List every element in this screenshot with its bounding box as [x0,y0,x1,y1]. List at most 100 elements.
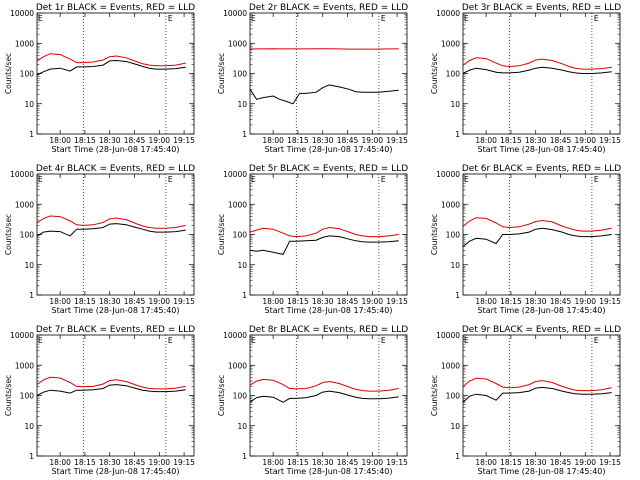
panel-title: Det 1r BLACK = Events, RED = LLD [36,3,195,13]
y-axis-label: Counts/sec [4,214,13,255]
chart-panel-6: Det 6r BLACK = Events, RED = LLD 1 10 100 10… [430,164,621,315]
lld-series-line [36,53,186,67]
y-axis-label: Counts/sec [4,53,13,94]
y-tick-label: 100 [20,392,35,401]
x-tick-label: 19:00 [148,297,170,306]
x-tick-label: 18:45 [337,458,359,467]
x-tick-label: 19:00 [574,297,596,306]
y-tick-label: 10 [237,100,247,109]
e-marker-label: E [38,336,43,345]
x-tick-label: 18:30 [312,297,334,306]
x-axis-label: Start Time (28-Jun-08 17:45:40) [478,306,606,315]
y-tick-label: 1 [29,452,34,461]
y-tick-label: 1000 [228,200,247,209]
x-tick-label: 18:15 [500,297,522,306]
x-tick-label: 18:00 [49,458,71,467]
x-tick-label: 18:45 [124,458,146,467]
x-axis-label: Start Time (28-Jun-08 17:45:40) [478,145,606,154]
x-tick-label: 18:15 [500,458,522,467]
y-tick-label: 1000 [15,200,34,209]
y-tick-label: 1000 [228,39,247,48]
x-tick-label: 19:15 [173,458,195,467]
lld-series-line [249,226,399,238]
e-marker-label: E [464,175,469,184]
y-axis-label: Counts/sec [430,214,439,255]
x-tick-label: 18:15 [287,297,309,306]
y-tick-label: 1000 [15,361,34,370]
e-marker-label: E [381,336,386,345]
y-tick-label: 10000 [436,9,460,18]
lld-series-line [36,376,186,390]
y-tick-label: 10000 [436,170,460,179]
y-tick-label: 100 [233,70,248,79]
y-tick-label: 1 [242,291,247,300]
x-tick-label: 18:00 [475,297,497,306]
e-marker-label: E [381,14,386,23]
x-tick-label: 18:15 [74,458,96,467]
x-tick-label: 18:15 [500,136,522,145]
y-axis-label: Counts/sec [430,53,439,94]
x-tick-label: 18:15 [74,136,96,145]
chart-panel-2: Det 2r BLACK = Events, RED = LLD 1 10 100 10… [217,3,408,154]
chart-panel-8: Det 8r BLACK = Events, RED = LLD 1 10 100 10… [217,325,408,476]
y-axis-label: Counts/sec [217,214,226,255]
x-tick-label: 18:15 [287,136,309,145]
chart-panel-1: Det 1r BLACK = Events, RED = LLD 1 10 100 10… [4,3,195,154]
x-tick-label: 19:00 [361,297,383,306]
y-tick-label: 10 [24,422,34,431]
x-tick-label: 18:30 [99,458,121,467]
lld-series-line [36,215,186,229]
y-tick-label: 1 [29,291,34,300]
x-tick-label: 19:00 [574,136,596,145]
plot-frame [249,12,408,135]
x-tick-label: 19:00 [574,458,596,467]
x-tick-label: 19:15 [599,136,621,145]
y-tick-label: 1 [242,130,247,139]
y-tick-label: 100 [20,70,35,79]
x-tick-label: 18:30 [525,458,547,467]
y-axis-label: Counts/sec [430,375,439,416]
y-tick-label: 10000 [223,331,247,340]
x-tick-label: 18:00 [262,297,284,306]
e-marker-label: E [251,14,256,23]
x-tick-label: 18:15 [287,458,309,467]
y-tick-label: 10 [237,422,247,431]
y-axis-label: Counts/sec [217,375,226,416]
lld-series-line [462,57,612,70]
y-tick-label: 100 [233,231,248,240]
y-tick-label: 10 [450,100,460,109]
events-series-line [249,235,399,255]
x-tick-label: 19:00 [361,458,383,467]
y-tick-label: 1000 [441,361,460,370]
y-tick-label: 10000 [10,9,34,18]
y-axis-label: Counts/sec [217,53,226,94]
y-tick-label: 1000 [15,39,34,48]
y-axis-label: Counts/sec [4,375,13,416]
y-tick-label: 1 [455,291,460,300]
y-tick-label: 10 [24,100,34,109]
x-tick-label: 18:00 [262,458,284,467]
panel-title: Det 2r BLACK = Events, RED = LLD [249,3,408,13]
e-marker-label: E [594,175,599,184]
lld-series-line [462,217,612,232]
x-tick-label: 18:30 [99,136,121,145]
events-series-line [36,59,186,76]
x-axis-label: Start Time (28-Jun-08 17:45:40) [265,145,393,154]
y-tick-label: 100 [233,392,248,401]
y-tick-label: 10000 [223,170,247,179]
y-tick-label: 100 [446,392,461,401]
y-tick-label: 10 [450,422,460,431]
x-tick-label: 18:45 [550,136,572,145]
x-tick-label: 18:45 [550,458,572,467]
y-tick-label: 10000 [10,170,34,179]
e-marker-label: E [38,175,43,184]
x-tick-label: 18:15 [74,297,96,306]
events-series-line [249,84,399,105]
x-tick-label: 19:15 [386,297,408,306]
e-marker-label: E [381,175,386,184]
y-tick-label: 10000 [436,331,460,340]
e-marker-label: E [168,175,173,184]
panel-title: Det 7r BLACK = Events, RED = LLD [36,325,195,335]
plot-frame [249,173,408,296]
x-tick-label: 18:00 [475,458,497,467]
